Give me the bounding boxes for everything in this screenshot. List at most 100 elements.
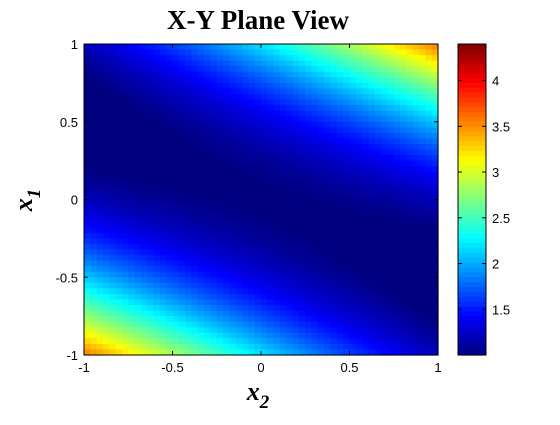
heatmap-cell xyxy=(185,332,193,339)
heatmap-cell xyxy=(374,77,382,84)
heatmap-cell xyxy=(368,199,376,206)
heatmap-cell xyxy=(362,88,370,95)
heatmap-cell xyxy=(317,143,325,151)
heatmap-cell xyxy=(311,88,319,95)
heatmap-cell xyxy=(368,49,376,56)
heatmap-cell xyxy=(267,55,275,62)
heatmap-cell xyxy=(197,166,205,173)
heatmap-cell xyxy=(381,332,389,339)
heatmap-cell xyxy=(96,293,104,301)
heatmap-cell xyxy=(368,293,376,301)
heatmap-cell xyxy=(109,310,117,317)
heatmap-cell xyxy=(102,277,110,284)
heatmap-cell xyxy=(343,88,351,95)
heatmap-cell xyxy=(311,305,319,312)
heatmap-cell xyxy=(115,99,123,106)
heatmap-cell xyxy=(412,199,420,206)
heatmap-cell xyxy=(128,277,136,284)
heatmap-cell xyxy=(96,249,104,256)
colorbar-segment xyxy=(458,63,486,69)
heatmap-cell xyxy=(330,93,338,101)
heatmap-cell xyxy=(134,105,142,112)
heatmap-cell xyxy=(349,77,357,84)
heatmap-cell xyxy=(431,321,439,328)
heatmap-cell xyxy=(330,343,338,351)
heatmap-cell xyxy=(235,166,243,173)
heatmap-cell xyxy=(355,138,363,145)
heatmap-cell xyxy=(134,249,142,256)
heatmap-cell xyxy=(204,343,212,351)
heatmap-cell xyxy=(223,216,230,223)
x-axis-label-subscript: 2 xyxy=(259,392,270,413)
heatmap-cell xyxy=(431,282,439,289)
heatmap-cell xyxy=(419,177,426,184)
heatmap-cell xyxy=(343,205,351,212)
heatmap-cell xyxy=(185,88,193,95)
heatmap-cell xyxy=(343,71,351,78)
heatmap-cell xyxy=(393,60,401,67)
colorbar-segment xyxy=(458,243,486,249)
heatmap-cell xyxy=(381,171,389,178)
heatmap-cell xyxy=(197,238,205,245)
heatmap-cell xyxy=(349,227,357,234)
heatmap-cell xyxy=(248,266,256,273)
heatmap-cell xyxy=(343,249,351,256)
heatmap-cell xyxy=(140,132,148,140)
heatmap-cell xyxy=(235,132,243,140)
heatmap-cell xyxy=(153,349,161,356)
heatmap-cell xyxy=(153,99,161,106)
heatmap-cell xyxy=(84,182,91,189)
heatmap-cell xyxy=(431,60,439,67)
heatmap-cell xyxy=(273,177,281,184)
heatmap-cell xyxy=(273,105,281,112)
heatmap-cell xyxy=(298,166,306,173)
heatmap-cell xyxy=(431,171,439,178)
heatmap-cell xyxy=(355,221,363,228)
heatmap-cell xyxy=(292,188,300,195)
heatmap-cell xyxy=(273,171,281,178)
heatmap-cell xyxy=(248,310,256,317)
heatmap-cell xyxy=(305,77,313,84)
heatmap-cell xyxy=(298,149,306,156)
heatmap-cell xyxy=(197,82,205,90)
heatmap-cell xyxy=(102,66,110,73)
heatmap-cell xyxy=(254,55,262,62)
heatmap-cell xyxy=(368,210,376,217)
heatmap-cell xyxy=(229,227,237,234)
heatmap-cell xyxy=(279,132,287,140)
heatmap-cell xyxy=(368,127,376,134)
heatmap-cell xyxy=(292,338,300,345)
heatmap-cell xyxy=(419,82,426,90)
heatmap-cell xyxy=(362,166,370,173)
heatmap-cell xyxy=(134,155,142,162)
heatmap-cell xyxy=(368,305,376,312)
heatmap-cell xyxy=(400,88,407,95)
heatmap-cell xyxy=(305,127,313,134)
heatmap-cell xyxy=(419,232,426,239)
heatmap-cell xyxy=(229,349,237,356)
heatmap-cell xyxy=(229,243,237,251)
heatmap-cell xyxy=(242,205,249,212)
heatmap-cell xyxy=(292,221,300,228)
heatmap-cell xyxy=(368,93,376,101)
heatmap-cell xyxy=(393,143,401,151)
heatmap-cell xyxy=(178,199,186,206)
heatmap-cell xyxy=(305,349,313,356)
heatmap-cell xyxy=(387,66,395,73)
heatmap-cell xyxy=(242,271,249,278)
heatmap-cell xyxy=(185,321,193,328)
heatmap-cell xyxy=(317,116,325,123)
heatmap-cell xyxy=(387,177,395,184)
heatmap-cell xyxy=(349,193,357,201)
heatmap-cell xyxy=(286,199,294,206)
heatmap-cell xyxy=(134,55,142,62)
heatmap-cell xyxy=(153,88,161,95)
heatmap-cell xyxy=(96,66,104,73)
heatmap-cell xyxy=(292,105,300,112)
heatmap-cell xyxy=(431,138,439,145)
heatmap-cell xyxy=(311,171,319,178)
heatmap-cell xyxy=(387,338,395,345)
heatmap-cell xyxy=(267,277,275,284)
heatmap-cell xyxy=(317,338,325,345)
heatmap-cell xyxy=(298,55,306,62)
